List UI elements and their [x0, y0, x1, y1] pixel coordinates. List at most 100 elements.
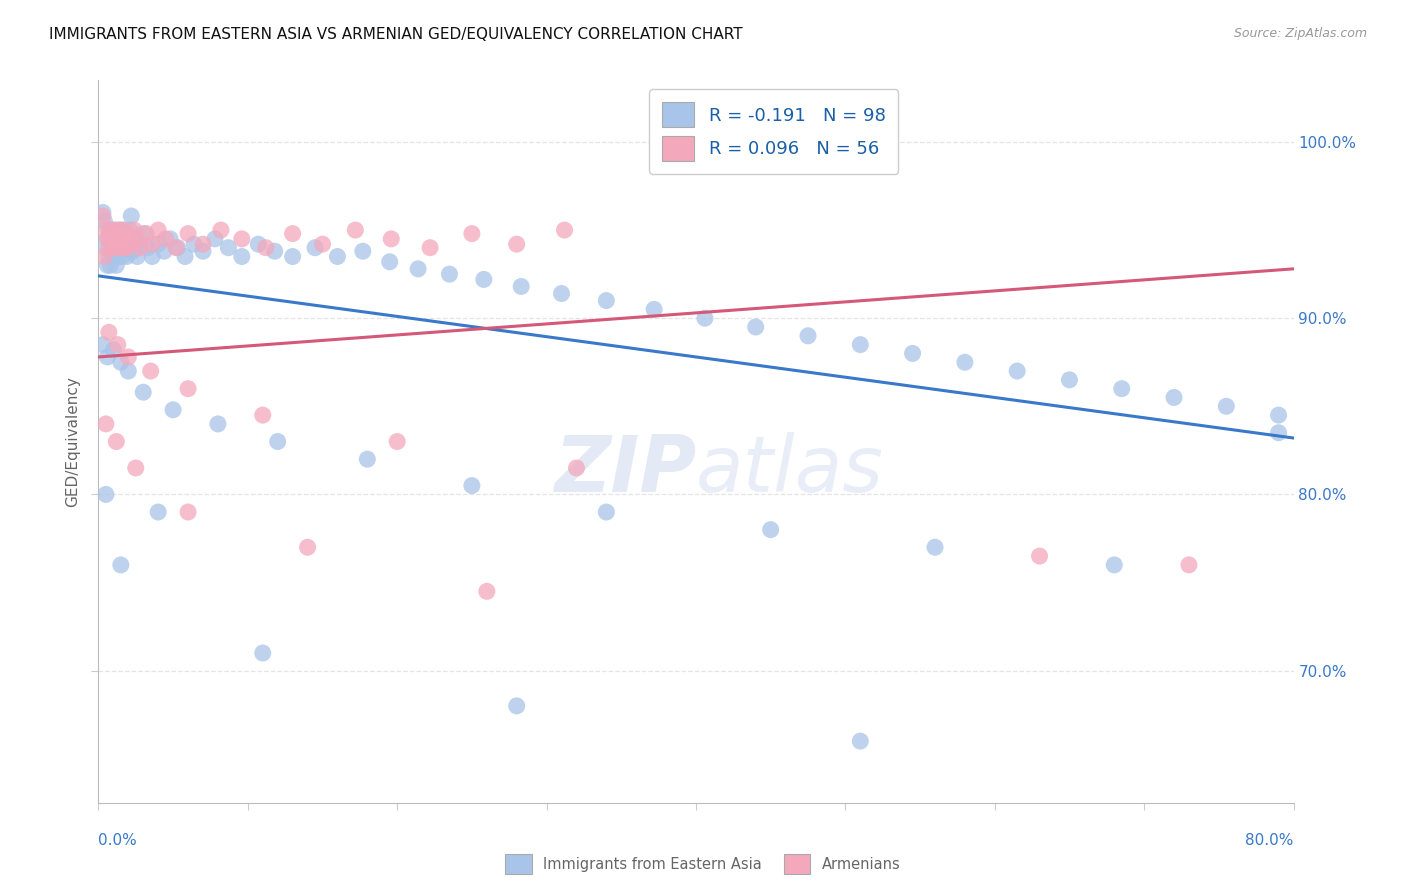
Point	[105, 232, 128, 246]
Point	[953, 355, 976, 369]
Point	[98, 223, 122, 237]
Point	[98, 258, 122, 272]
Point	[247, 237, 270, 252]
Point	[141, 237, 163, 252]
Point	[595, 293, 617, 308]
Point	[94, 487, 117, 501]
Point	[115, 250, 138, 264]
Point	[1111, 382, 1133, 396]
Point	[129, 237, 152, 252]
Point	[406, 261, 429, 276]
Point	[554, 223, 576, 237]
Point	[94, 417, 117, 431]
Text: 80.0%: 80.0%	[1246, 833, 1294, 848]
Point	[110, 558, 132, 572]
Point	[101, 241, 124, 255]
Point	[439, 267, 461, 281]
Point	[108, 223, 131, 237]
Point	[191, 237, 214, 252]
Point	[1267, 425, 1289, 440]
Point	[94, 223, 117, 237]
Point	[693, 311, 716, 326]
Point	[105, 237, 128, 252]
Point	[97, 223, 120, 237]
Point	[311, 237, 333, 252]
Legend: Immigrants from Eastern Asia, Armenians: Immigrants from Eastern Asia, Armenians	[499, 848, 907, 880]
Point	[595, 505, 617, 519]
Point	[267, 434, 290, 449]
Point	[139, 364, 162, 378]
Point	[207, 417, 229, 431]
Point	[103, 232, 125, 246]
Point	[96, 232, 118, 246]
Point	[204, 232, 226, 246]
Point	[104, 223, 127, 237]
Point	[98, 232, 122, 246]
Point	[132, 227, 155, 241]
Point	[231, 250, 253, 264]
Text: atlas: atlas	[696, 433, 884, 508]
Point	[141, 250, 163, 264]
Point	[97, 250, 120, 264]
Point	[132, 385, 155, 400]
Point	[153, 244, 176, 259]
Text: ZIP: ZIP	[554, 433, 696, 508]
Point	[797, 328, 820, 343]
Point	[177, 227, 200, 241]
Point	[94, 241, 117, 255]
Point	[101, 232, 124, 246]
Text: IMMIGRANTS FROM EASTERN ASIA VS ARMENIAN GED/EQUIVALENCY CORRELATION CHART: IMMIGRANTS FROM EASTERN ASIA VS ARMENIAN…	[49, 27, 742, 42]
Point	[112, 237, 135, 252]
Point	[111, 223, 134, 237]
Point	[107, 250, 129, 264]
Point	[97, 241, 120, 255]
Point	[96, 232, 118, 246]
Point	[135, 227, 157, 241]
Point	[127, 250, 149, 264]
Point	[111, 250, 134, 264]
Point	[117, 350, 139, 364]
Point	[104, 244, 127, 259]
Point	[177, 505, 200, 519]
Point	[461, 478, 484, 492]
Point	[91, 209, 114, 223]
Text: Source: ZipAtlas.com: Source: ZipAtlas.com	[1233, 27, 1367, 40]
Point	[506, 237, 529, 252]
Point	[103, 250, 125, 264]
Text: 0.0%: 0.0%	[98, 833, 138, 848]
Point	[281, 250, 304, 264]
Point	[565, 461, 588, 475]
Point	[252, 408, 274, 422]
Point	[745, 320, 768, 334]
Point	[759, 523, 782, 537]
Point	[124, 223, 146, 237]
Point	[96, 350, 118, 364]
Point	[1028, 549, 1050, 563]
Point	[380, 232, 402, 246]
Point	[231, 232, 253, 246]
Point	[304, 241, 326, 255]
Point	[107, 337, 129, 351]
Point	[117, 364, 139, 378]
Point	[475, 584, 498, 599]
Point	[129, 241, 152, 255]
Point	[107, 227, 129, 241]
Point	[108, 237, 131, 252]
Point	[125, 461, 148, 475]
Point	[165, 241, 187, 255]
Point	[103, 241, 125, 255]
Point	[110, 232, 132, 246]
Point	[849, 337, 872, 351]
Point	[114, 227, 136, 241]
Point	[174, 250, 197, 264]
Point	[101, 223, 124, 237]
Point	[162, 402, 184, 417]
Point	[352, 244, 374, 259]
Point	[254, 241, 277, 255]
Point	[107, 241, 129, 255]
Point	[136, 241, 159, 255]
Point	[506, 698, 529, 713]
Point	[114, 232, 136, 246]
Point	[120, 209, 142, 223]
Point	[344, 223, 367, 237]
